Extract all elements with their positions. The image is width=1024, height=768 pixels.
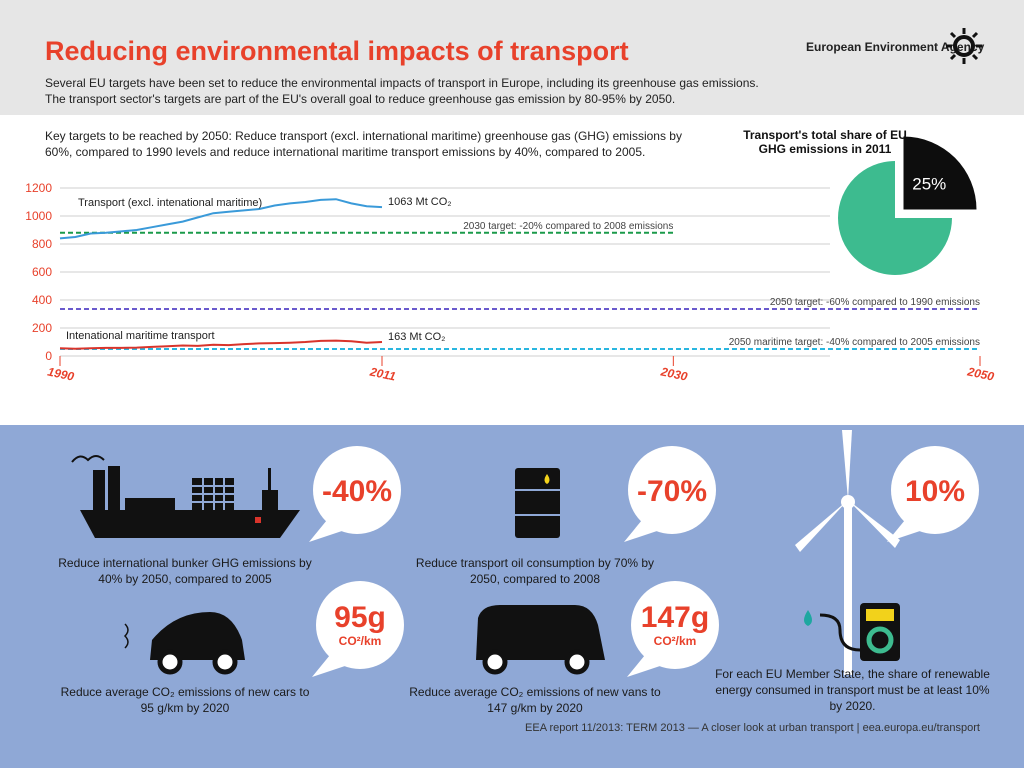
targets-band bbox=[0, 425, 1024, 768]
target-label: 2050 target: -60% compared to 1990 emiss… bbox=[770, 297, 980, 308]
pie-slice bbox=[903, 136, 977, 210]
agency: European Environment Agency bbox=[806, 40, 985, 54]
speech-bubble bbox=[628, 446, 716, 534]
header-band bbox=[0, 0, 1024, 115]
speech-bubble bbox=[316, 581, 404, 669]
target-text: Reduce average CO₂ emissions of new vans… bbox=[409, 685, 661, 715]
speech-bubble bbox=[313, 446, 401, 534]
target-label: 2030 target: -20% compared to 2008 emiss… bbox=[463, 221, 673, 232]
legend-label: Intenational maritime transport bbox=[66, 330, 215, 342]
pie-title: Transport's total share of EU GHG emissi… bbox=[743, 128, 907, 156]
badge: 95g bbox=[334, 601, 386, 634]
target-text: Reduce average CO₂ emissions of new cars… bbox=[60, 685, 310, 715]
value-label: 25% bbox=[912, 175, 946, 194]
footer: EEA report 11/2013: TERM 2013 — A closer… bbox=[525, 722, 980, 734]
agency-logo bbox=[946, 28, 982, 64]
x-tick-label: 2050 bbox=[965, 364, 995, 384]
badge: 147g bbox=[641, 601, 709, 634]
x-tick-label: 2011 bbox=[368, 364, 397, 383]
y-tick-label: 0 bbox=[45, 349, 52, 363]
badge: -40% bbox=[322, 475, 392, 508]
target-label: 2050 maritime target: -40% compared to 2… bbox=[729, 337, 980, 348]
badge-unit: CO²/km bbox=[654, 634, 697, 648]
y-tick-label: 600 bbox=[32, 265, 52, 279]
end-label: 1063 Mt CO₂ bbox=[388, 196, 452, 208]
y-tick-label: 1200 bbox=[25, 181, 52, 195]
target-text: Reduce transport oil consumption by 70% … bbox=[415, 556, 655, 586]
icons bbox=[71, 430, 900, 675]
y-tick-label: 200 bbox=[32, 321, 52, 335]
speech-bubble bbox=[891, 446, 979, 534]
title: Reducing environmental impacts of transp… bbox=[45, 36, 629, 66]
x-tick-label: 1990 bbox=[46, 364, 75, 383]
end-label: 163 Mt CO₂ bbox=[388, 331, 445, 343]
series-line bbox=[59, 339, 383, 350]
legend-label: Transport (excl. intenational maritime) bbox=[78, 197, 262, 209]
target-text: For each EU Member State, the share of r… bbox=[715, 667, 990, 713]
subtitle: The transport sector's targets are part … bbox=[45, 92, 676, 106]
y-tick-label: 1000 bbox=[25, 209, 52, 223]
badge-unit: CO²/km bbox=[339, 634, 382, 648]
speech-bubble bbox=[631, 581, 719, 669]
badge: 10% bbox=[905, 475, 965, 508]
target-text: Reduce international bunker GHG emission… bbox=[58, 556, 312, 586]
x-tick-label: 2030 bbox=[659, 364, 689, 384]
subtitle: Several EU targets have been set to redu… bbox=[45, 76, 759, 90]
y-tick-label: 800 bbox=[32, 237, 52, 251]
series-line bbox=[59, 198, 383, 240]
y-tick-label: 400 bbox=[32, 293, 52, 307]
pie-slice bbox=[838, 161, 952, 275]
intro: Key targets to be reached by 2050: Reduc… bbox=[45, 129, 682, 159]
badge: -70% bbox=[637, 475, 707, 508]
